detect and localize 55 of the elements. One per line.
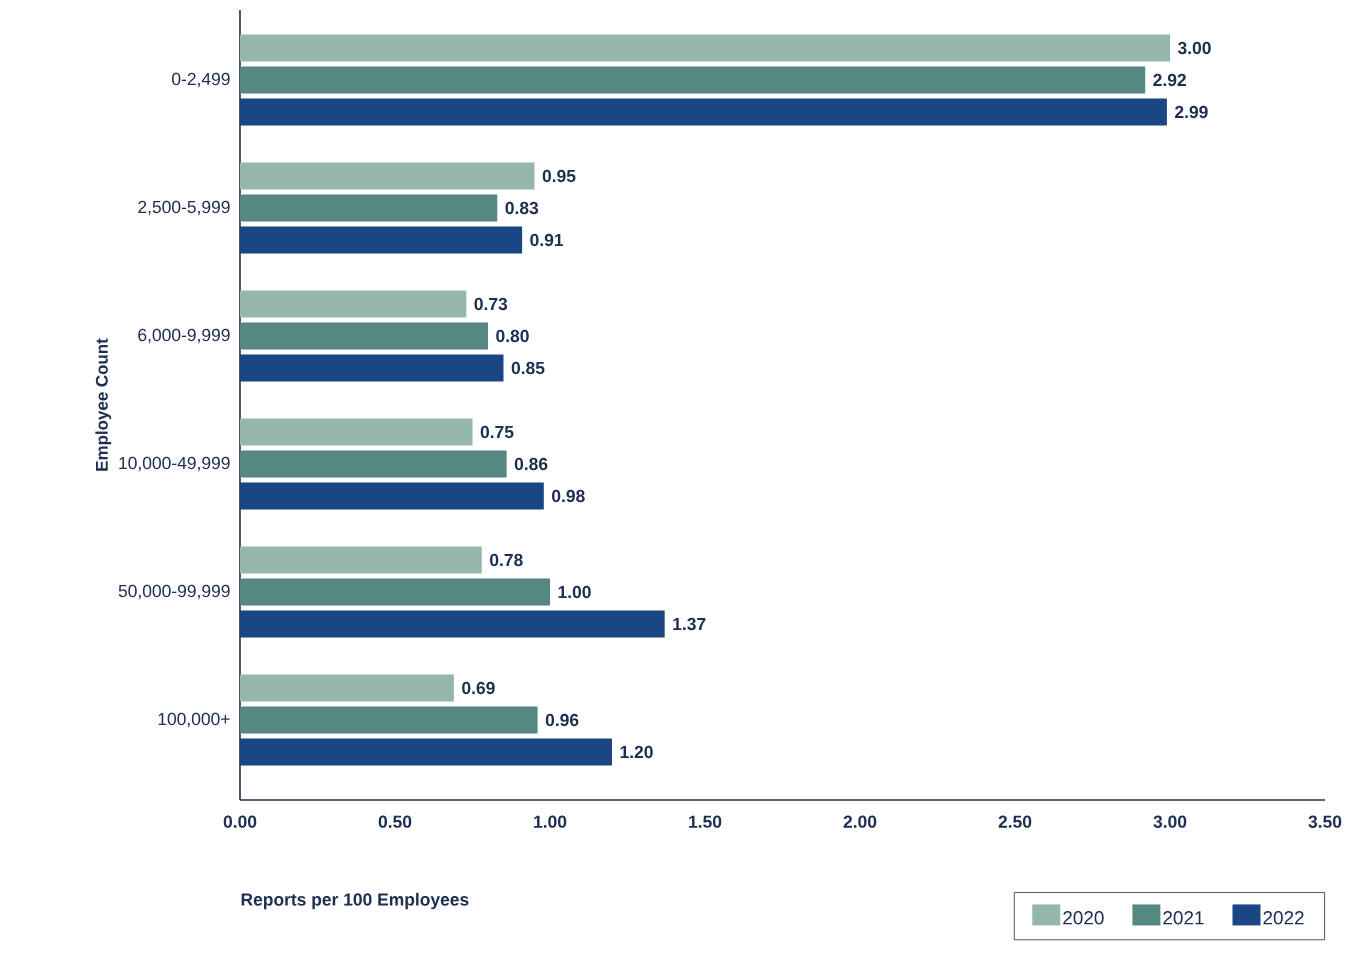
y-tick-label: 6,000-9,999 bbox=[138, 328, 230, 344]
data-label: 0.69 bbox=[462, 681, 495, 695]
data-label: 0.85 bbox=[511, 361, 545, 375]
bar bbox=[240, 450, 507, 478]
bar bbox=[240, 290, 467, 318]
data-label: 0.80 bbox=[496, 329, 529, 343]
bar bbox=[240, 674, 454, 702]
data-label: 0.73 bbox=[474, 297, 508, 311]
bar bbox=[240, 418, 473, 446]
data-label: 0.75 bbox=[480, 425, 514, 439]
x-tick-label: 1.50 bbox=[689, 815, 722, 828]
bar bbox=[240, 546, 482, 574]
bar bbox=[240, 610, 665, 638]
data-label: 3.00 bbox=[1177, 41, 1211, 55]
data-label: 1.20 bbox=[620, 745, 653, 759]
legend-label: 2021 bbox=[1163, 911, 1204, 925]
x-tick-label: 3.00 bbox=[1153, 815, 1187, 828]
x-tick-label: 2.50 bbox=[998, 815, 1032, 828]
data-label: 0.98 bbox=[552, 489, 585, 503]
x-axis-title: Reports per 100 Employees bbox=[241, 892, 469, 910]
data-label: 0.91 bbox=[530, 233, 564, 247]
x-tick-label: 2.00 bbox=[843, 815, 877, 828]
x-tick-label: 1.00 bbox=[534, 815, 567, 828]
bar bbox=[240, 322, 488, 350]
legend-label: 2022 bbox=[1263, 911, 1304, 925]
y-tick-label: 50,000-99,999 bbox=[118, 584, 230, 600]
bar bbox=[240, 354, 504, 382]
bar bbox=[240, 738, 612, 766]
bar bbox=[240, 706, 538, 734]
legend-label: 2020 bbox=[1063, 911, 1104, 925]
data-label: 0.95 bbox=[542, 169, 576, 183]
y-tick-label: 10,000-49,999 bbox=[119, 456, 230, 472]
data-label: 1.37 bbox=[673, 617, 706, 631]
x-tick-label: 3.50 bbox=[1308, 815, 1342, 828]
data-label: 2.92 bbox=[1153, 73, 1186, 87]
y-tick-label: 100,000+ bbox=[158, 712, 230, 728]
bar bbox=[240, 66, 1146, 94]
y-axis-title: Employee Count bbox=[95, 338, 112, 471]
bar bbox=[240, 226, 523, 254]
bar bbox=[240, 34, 1170, 62]
bar bbox=[240, 482, 544, 510]
data-label: 0.83 bbox=[505, 201, 539, 215]
x-tick-label: 0.50 bbox=[378, 815, 412, 828]
y-tick-label: 0-2,499 bbox=[172, 72, 230, 88]
data-label: 0.86 bbox=[514, 457, 548, 471]
y-tick-label: 2,500-5,999 bbox=[138, 200, 230, 216]
data-label: 1.00 bbox=[558, 585, 591, 599]
bar bbox=[240, 162, 535, 190]
bar bbox=[240, 194, 498, 222]
data-label: 2.99 bbox=[1175, 105, 1208, 119]
x-tick-label: 0.00 bbox=[223, 815, 257, 828]
bar bbox=[240, 98, 1167, 126]
data-label: 0.96 bbox=[545, 713, 579, 727]
data-label: 0.78 bbox=[490, 553, 523, 567]
bar bbox=[240, 578, 550, 606]
